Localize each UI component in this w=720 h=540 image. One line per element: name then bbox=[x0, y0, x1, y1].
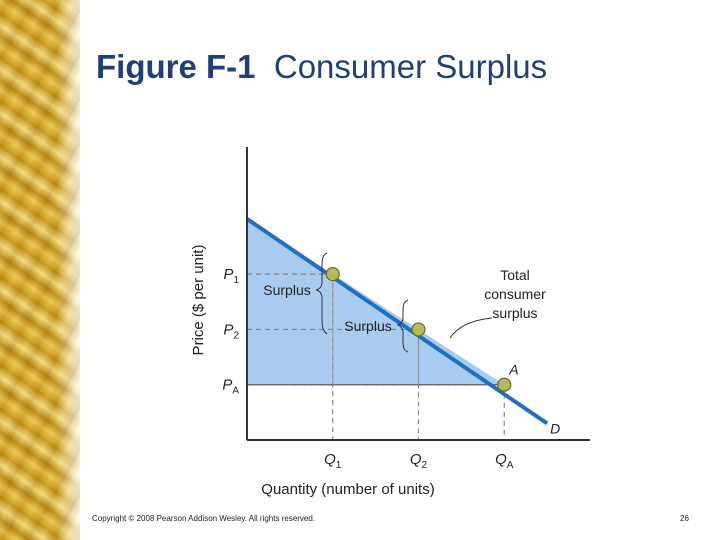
total-surplus-label-line2: consumer bbox=[484, 286, 546, 302]
demand-curve-label: D bbox=[550, 420, 560, 436]
surplus-brace-1 bbox=[315, 252, 328, 335]
total-surplus-label-line3: surplus bbox=[492, 305, 537, 321]
tick-labels: P1 P2 PA Q1 Q2 QA bbox=[222, 266, 513, 471]
total-surplus-label-line1: Total bbox=[500, 267, 530, 283]
y-tick-1: P2 bbox=[223, 321, 239, 341]
x-tick-0: Q1 bbox=[324, 451, 342, 471]
point-0 bbox=[325, 267, 340, 282]
title-figure-number: Figure F-1 bbox=[96, 48, 256, 85]
copyright-notice: Copyright © 2008 Pearson Addison Wesley.… bbox=[92, 514, 316, 523]
x-tick-1: Q2 bbox=[410, 451, 428, 471]
guide-lines bbox=[247, 273, 505, 440]
point-a-label: A bbox=[508, 362, 518, 378]
total-surplus-pointer bbox=[449, 317, 493, 339]
surplus-label-1: Surplus bbox=[263, 282, 310, 298]
equilibrium-points bbox=[325, 267, 512, 392]
demand-curve bbox=[245, 217, 549, 426]
decorative-side-strip bbox=[0, 0, 80, 540]
surplus-label-2: Surplus bbox=[344, 318, 391, 334]
point-2 bbox=[497, 377, 512, 392]
y-axis-label: Price ($ per unit) bbox=[190, 245, 207, 356]
y-tick-2: PA bbox=[222, 377, 239, 397]
y-tick-0: P1 bbox=[223, 266, 239, 286]
x-axis-label: Quantity (number of units) bbox=[261, 481, 434, 498]
slide-title: Figure F-1 Consumer Surplus bbox=[96, 48, 547, 86]
title-text: Consumer Surplus bbox=[273, 48, 548, 85]
point-1 bbox=[411, 322, 426, 337]
surplus-brace-2 bbox=[396, 299, 409, 353]
x-tick-2: QA bbox=[495, 451, 514, 471]
page-number: 26 bbox=[680, 514, 689, 523]
